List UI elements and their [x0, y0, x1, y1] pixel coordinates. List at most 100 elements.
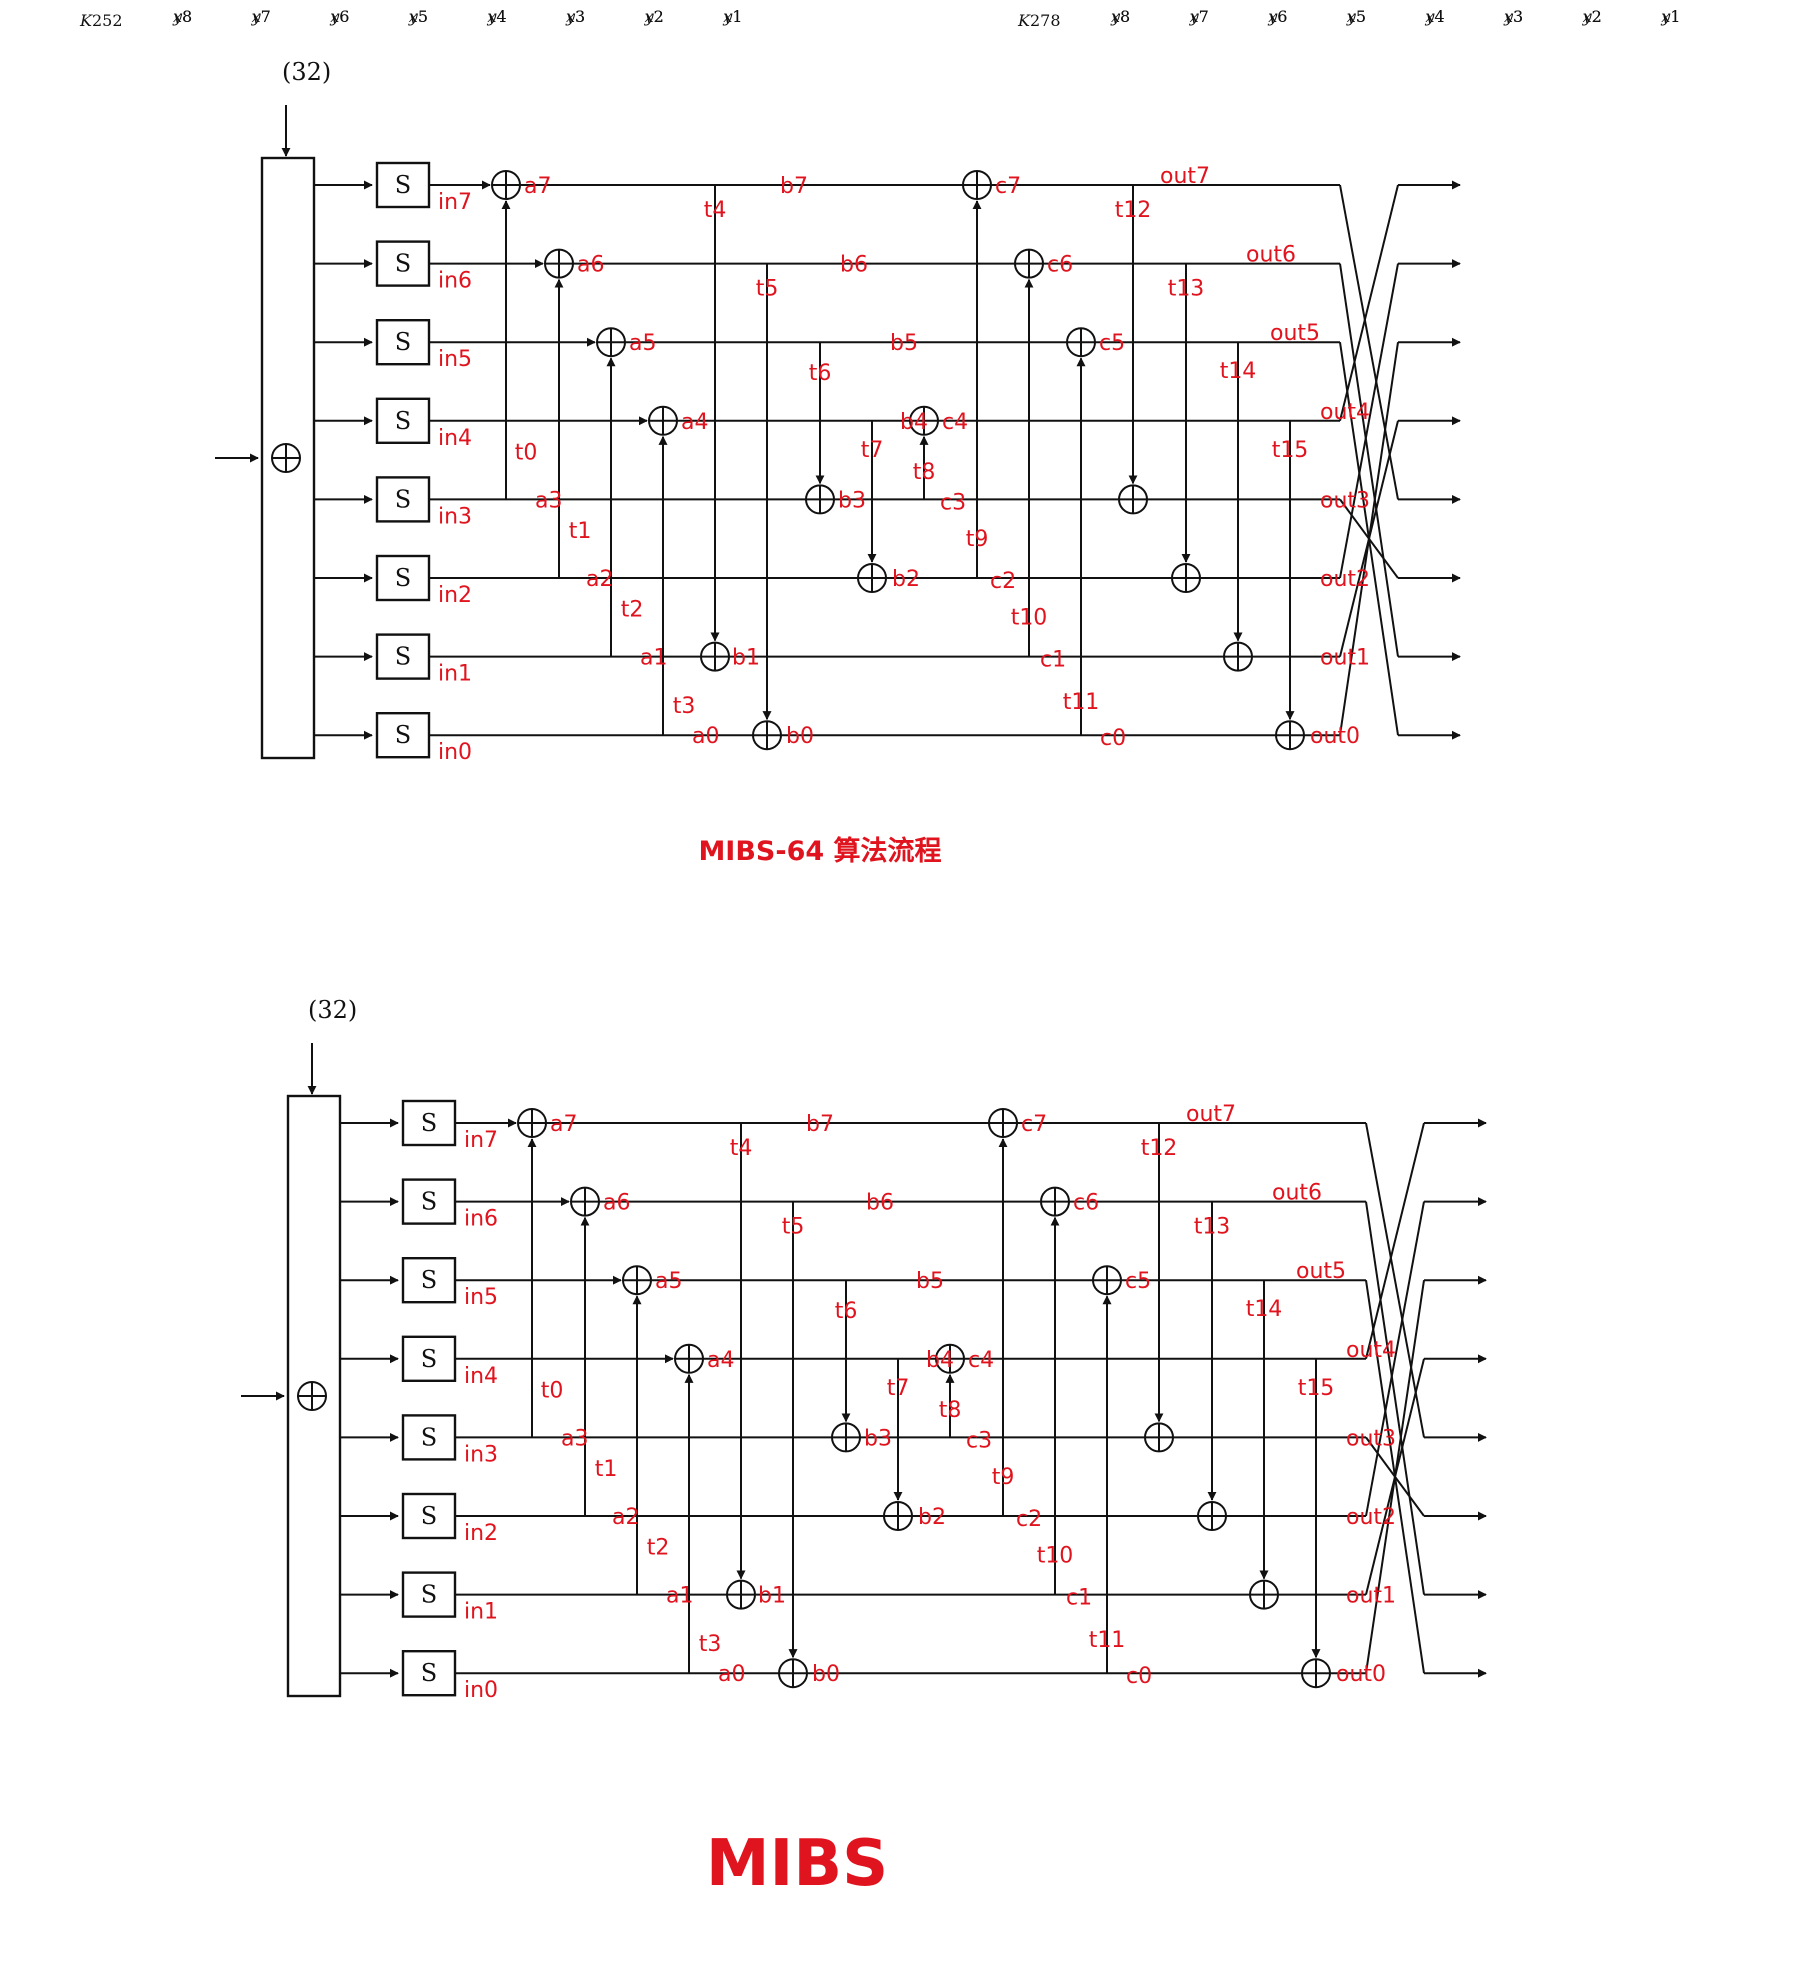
- b-label: b0: [786, 724, 814, 749]
- sbox: [375, 397, 431, 444]
- svg-text:y3: y3: [565, 7, 585, 26]
- t-label: t2: [647, 1536, 670, 1561]
- key-xor-symbol: [297, 1381, 327, 1411]
- b-label: b4: [900, 410, 928, 435]
- t-label: t6: [809, 361, 832, 386]
- b-label: b7: [780, 174, 808, 199]
- sbox: [375, 476, 431, 523]
- perm-wire: [1339, 263, 1399, 657]
- t-label: t9: [992, 1465, 1015, 1490]
- b-label: b2: [918, 1505, 946, 1530]
- diagram-1-title: MIBS-64 算法流程: [698, 835, 941, 867]
- xor-a5: [622, 1265, 652, 1296]
- sbox-label: S: [395, 328, 411, 356]
- t-label: t4: [704, 198, 727, 223]
- xor-b1: [700, 641, 730, 672]
- svg-text:y4: y4: [1424, 7, 1444, 26]
- t-label: t15: [1272, 438, 1309, 463]
- c-label: c1: [1066, 1586, 1092, 1611]
- t-label: t10: [1011, 606, 1048, 631]
- out-label: out6: [1246, 243, 1296, 268]
- perm-wire: [1365, 1201, 1425, 1595]
- svg-text:K252: K252: [79, 11, 123, 30]
- perm-wire: [1339, 184, 1399, 422]
- c-label: c2: [990, 569, 1016, 594]
- out-label: out2: [1346, 1505, 1396, 1530]
- sbox-label: S: [421, 1423, 437, 1451]
- svg-text:x8: x8: [1111, 7, 1130, 26]
- key-bits: (32): [308, 996, 357, 1024]
- svg-text:x1: x1: [1661, 7, 1680, 26]
- out-label: out2: [1320, 567, 1370, 592]
- sbox-label: S: [421, 1188, 437, 1216]
- b-label: b6: [866, 1191, 894, 1216]
- svg-text:x6: x6: [330, 7, 349, 26]
- xor-out2: [1171, 563, 1201, 593]
- xor-a4: [648, 405, 678, 436]
- svg-text:x5: x5: [1347, 7, 1366, 26]
- t-label: t15: [1298, 1376, 1335, 1401]
- a-label: a3: [561, 1426, 588, 1451]
- out-label: out5: [1296, 1259, 1346, 1284]
- xor-c5: [1066, 327, 1096, 358]
- out-label: out4: [1346, 1338, 1396, 1363]
- svg-text:y4: y4: [486, 7, 506, 26]
- svg-text:x7: x7: [1190, 7, 1209, 26]
- sbox-label: S: [395, 250, 411, 278]
- xor-b3: [831, 1422, 861, 1453]
- in-label: in1: [438, 662, 472, 687]
- c-label: c1: [1040, 648, 1066, 673]
- sbox-label: S: [421, 1345, 437, 1373]
- t-label: t0: [541, 1378, 564, 1403]
- xor-c5: [1092, 1265, 1122, 1296]
- xor-out1: [1223, 641, 1253, 672]
- t-label: t11: [1063, 690, 1100, 715]
- out-label: out6: [1272, 1181, 1322, 1206]
- t-label: t11: [1089, 1628, 1126, 1653]
- svg-text:y1: y1: [1660, 7, 1680, 26]
- sbox: [401, 1099, 457, 1147]
- sbox: [401, 1178, 457, 1225]
- svg-text:x8: x8: [173, 7, 192, 26]
- sbox: [401, 1649, 457, 1697]
- xor-c6: [1040, 1186, 1070, 1217]
- a-label: a0: [718, 1662, 745, 1687]
- svg-text:y8: y8: [172, 7, 192, 26]
- t-label: t10: [1037, 1544, 1074, 1569]
- sbox-label: S: [395, 171, 411, 199]
- in-label: in7: [438, 190, 472, 215]
- in-label: in0: [464, 1678, 498, 1703]
- a-label: a2: [586, 567, 613, 592]
- b-label: b1: [732, 646, 760, 671]
- xor-c6: [1014, 248, 1044, 279]
- a-label: a7: [524, 174, 551, 199]
- xor-c7: [962, 170, 992, 200]
- svg-text:x7: x7: [252, 7, 271, 26]
- a-label: a4: [681, 410, 708, 435]
- in-label: in2: [438, 583, 472, 608]
- svg-text:y1: y1: [722, 7, 742, 26]
- c-label: c6: [1073, 1191, 1099, 1216]
- t-label: t3: [699, 1632, 722, 1657]
- out-label: out1: [1320, 646, 1370, 671]
- svg-text:y3: y3: [1503, 7, 1523, 26]
- t-label: t9: [966, 527, 989, 552]
- a-label: a7: [550, 1112, 577, 1137]
- diagram-2-title: MIBS: [706, 1827, 888, 1901]
- sbox-label: S: [395, 485, 411, 513]
- svg-text:y5: y5: [1346, 7, 1366, 26]
- c-label: c0: [1126, 1664, 1152, 1689]
- perm-wire: [1339, 342, 1399, 736]
- in-label: in4: [438, 426, 472, 451]
- perm-wire: [1339, 263, 1399, 579]
- a-label: a0: [692, 724, 719, 749]
- svg-text:x3: x3: [1504, 7, 1523, 26]
- xor-c4: [935, 1343, 965, 1374]
- t-label: t3: [673, 694, 696, 719]
- t-label: t1: [569, 519, 592, 544]
- t-label: t7: [861, 438, 884, 463]
- c-label: c3: [940, 490, 966, 515]
- xor-b0: [778, 1658, 808, 1689]
- svg-text:y6: y6: [329, 7, 349, 26]
- xor-b1: [726, 1579, 756, 1610]
